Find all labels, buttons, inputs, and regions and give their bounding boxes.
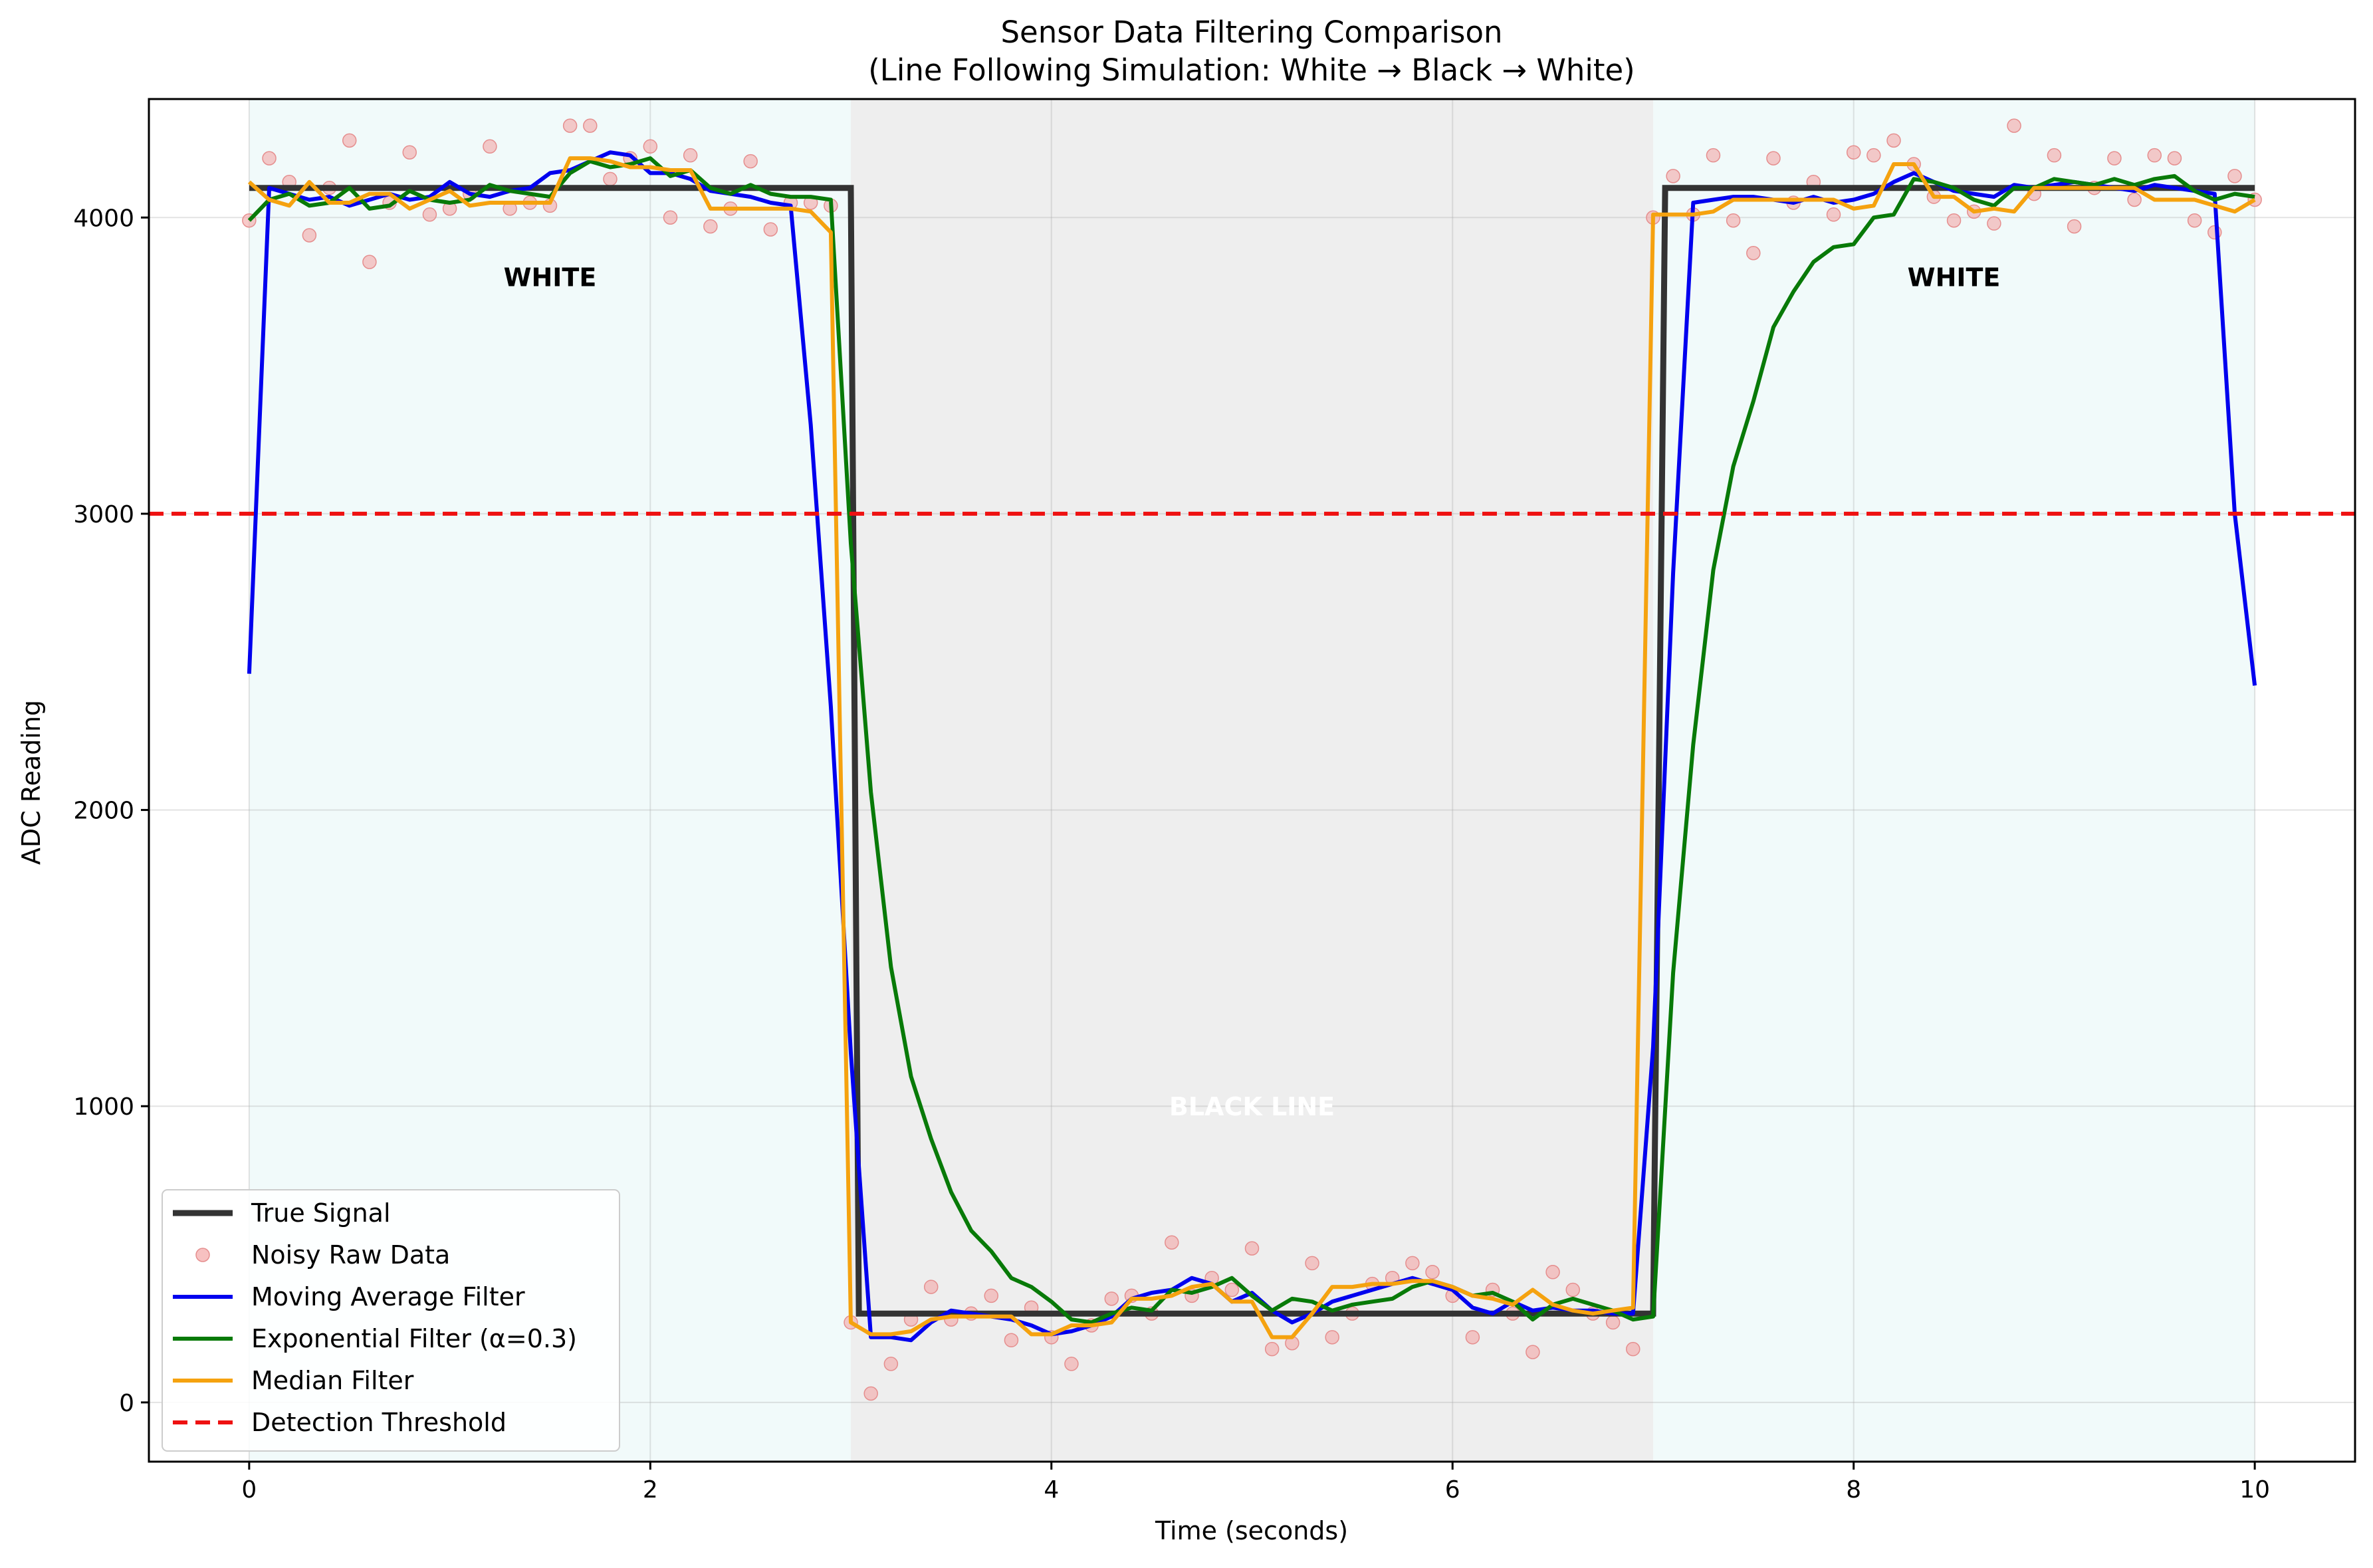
region-label-1: BLACK LINE — [1169, 1092, 1335, 1121]
noisy-data-point — [1104, 1291, 1119, 1306]
noisy-data-point — [1605, 1315, 1621, 1330]
x-tick-label: 2 — [643, 1476, 658, 1504]
region-band-2 — [1652, 99, 2255, 1462]
axis-ticks: 0 2 4 6 8 10 0 1000 2000 3000 4000 — [73, 205, 2270, 1504]
noisy-data-point — [663, 210, 678, 225]
legend-label-moving-average: Moving Average Filter — [251, 1282, 525, 1311]
exponential-filter-line — [247, 156, 2255, 1325]
noisy-data-point — [1826, 207, 1841, 222]
noisy-data-point — [483, 139, 497, 154]
median-filter-line — [247, 156, 2256, 1339]
noisy-data-point — [1064, 1357, 1079, 1371]
noisy-data-point — [2127, 192, 2142, 207]
noisy-data-point — [1405, 1256, 1420, 1271]
noisy-data-point — [583, 118, 598, 133]
noisy-data-point — [1526, 1345, 1540, 1359]
y-tick-label: 1000 — [73, 1093, 134, 1121]
chart-title-line1: Sensor Data Filtering Comparison — [1000, 15, 1502, 50]
noisy-data-point — [1626, 1341, 1640, 1357]
noisy-data-point — [1987, 216, 2001, 231]
y-tick-label: 2000 — [73, 798, 134, 825]
legend-swatch-noisy — [195, 1248, 210, 1262]
legend-label-noisy: Noisy Raw Data — [251, 1240, 450, 1270]
noisy-data-point — [2107, 151, 2122, 166]
noisy-data-point — [643, 139, 658, 154]
legend-label-exponential: Exponential Filter (α=0.3) — [251, 1324, 577, 1353]
region-label-0: WHITE — [504, 263, 597, 292]
noisy-data-point — [1244, 1241, 1260, 1256]
noisy-data-point — [1706, 148, 1721, 163]
x-axis-label: Time (seconds) — [1155, 1516, 1348, 1545]
noisy-data-point — [2227, 169, 2242, 183]
x-tick-label: 6 — [1445, 1476, 1460, 1504]
noisy-data-point — [2007, 118, 2021, 133]
noisy-data-point — [763, 222, 778, 237]
background-regions — [249, 99, 2255, 1462]
noisy-data-point — [1425, 1265, 1440, 1280]
plot-frame — [148, 98, 2356, 1463]
region-labels: WHITE BLACK LINE WHITE — [504, 263, 2001, 1121]
noisy-data-point — [262, 151, 277, 166]
region-band-1 — [851, 99, 1653, 1462]
noisy-data-point — [1264, 1341, 1280, 1357]
noisy-data-point — [2147, 148, 2162, 163]
noisy-data-point — [2067, 219, 2082, 234]
noisy-data-point — [1846, 145, 1861, 160]
noisy-data-point — [1666, 169, 1680, 183]
noisy-data-point — [1465, 1330, 1480, 1345]
legend-label-threshold: Detection Threshold — [251, 1408, 507, 1437]
noisy-data-point — [683, 148, 698, 163]
x-tick-label: 8 — [1846, 1476, 1861, 1504]
noisy-data-point — [603, 171, 618, 187]
legend: True Signal Noisy Raw Data Moving Averag… — [162, 1189, 620, 1452]
y-tick-label: 0 — [119, 1390, 134, 1417]
series-lines — [149, 150, 2355, 1343]
noisy-data-point — [863, 1386, 878, 1401]
legend-label-true-signal: True Signal — [251, 1198, 391, 1228]
noisy-data-point — [1165, 1235, 1179, 1250]
noisy-data-point — [1305, 1256, 1319, 1271]
noisy-data-point — [883, 1357, 899, 1371]
noisy-data-point — [984, 1288, 999, 1303]
noisy-data-point — [1325, 1330, 1339, 1345]
y-tick-label: 4000 — [73, 205, 134, 232]
noisy-data-point — [923, 1280, 939, 1294]
chart-title-line2: (Line Following Simulation: White → Blac… — [868, 53, 1635, 88]
noisy-data-point — [1565, 1282, 1581, 1297]
noisy-data-point — [342, 133, 357, 148]
noisy-data-point — [402, 145, 417, 160]
noisy-data-point — [1866, 148, 1881, 163]
y-axis-label: ADC Reading — [17, 700, 46, 865]
noisy-data-point — [2047, 148, 2062, 163]
noisy-data-point — [1946, 213, 1962, 228]
noisy-data-point — [302, 228, 317, 243]
true-signal-line — [249, 185, 2255, 1317]
noisy-data-point — [1766, 151, 1781, 166]
noisy-data-point — [1746, 245, 1761, 261]
legend-label-median: Median Filter — [251, 1366, 414, 1395]
x-tick-label: 4 — [1044, 1476, 1059, 1504]
noisy-data-point — [1886, 133, 1901, 148]
region-label-2: WHITE — [1908, 263, 2001, 292]
x-tick-label: 10 — [2239, 1476, 2270, 1504]
noisy-data-point — [362, 255, 377, 269]
noisy-data-point — [562, 118, 578, 133]
noisy-data-point — [1726, 213, 1741, 228]
noisy-data-point — [703, 219, 718, 234]
noisy-data-point — [743, 154, 758, 169]
legend-box — [162, 1189, 620, 1452]
y-tick-label: 3000 — [73, 501, 134, 528]
noisy-data-point — [2187, 213, 2202, 228]
noisy-data-point — [422, 207, 437, 222]
x-tick-label: 0 — [241, 1476, 257, 1504]
noisy-data-point — [1545, 1265, 1560, 1280]
noisy-data-point — [2167, 151, 2182, 166]
noisy-data-point — [1004, 1333, 1019, 1348]
noisy-data-point — [1224, 1282, 1240, 1297]
